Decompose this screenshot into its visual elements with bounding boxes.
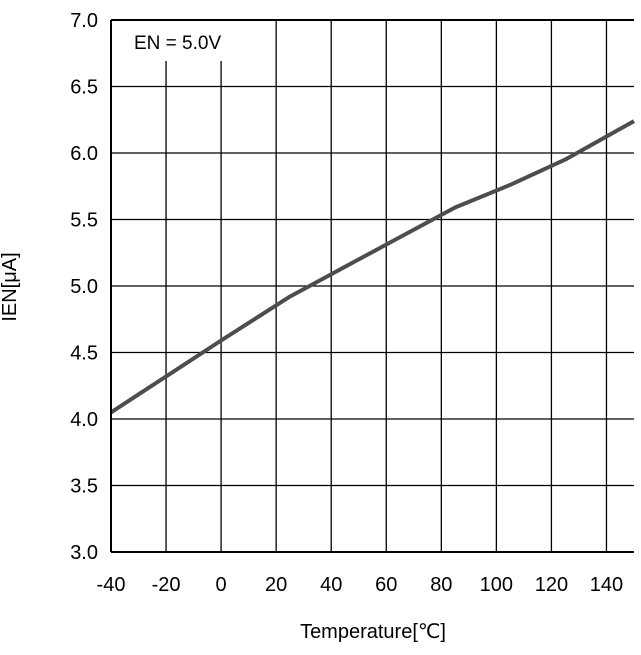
y-tick-label: 6.0 [70,143,98,165]
y-tick-label: 5.0 [70,276,98,298]
x-tick-label: 40 [320,574,342,596]
series-lines [109,119,635,415]
x-axis-label: Temperature[℃] [300,621,446,643]
y-tick-label: 3.5 [70,476,98,498]
annotation-background [113,21,260,61]
y-axis-label: IEN[μA] [0,252,21,321]
y-tick-label: 7.0 [70,10,98,32]
x-tick-label: 100 [480,574,513,596]
x-tick-label: 80 [430,574,452,596]
x-tick-label: 120 [535,574,568,596]
y-tick-label: 4.0 [70,409,98,431]
x-tick-label: 0 [216,574,227,596]
x-tick-label: -20 [152,574,181,596]
gridlines [111,20,634,552]
y-tick-label: 4.5 [70,343,98,365]
series-line [109,119,635,415]
x-tick-label: 60 [375,574,397,596]
x-tick-label: 20 [265,574,287,596]
y-tick-label: 6.5 [70,77,98,99]
plot-frame [110,19,634,553]
y-tick-labels: 3.0 3.5 4.0 4.5 5.0 5.5 6.0 6.5 7.0 [70,10,98,564]
annotation-box: EN = 5.0V [113,21,260,61]
x-tick-label: 140 [590,574,623,596]
annotation-label: EN = 5.0V [134,33,221,54]
y-tick-label: 3.0 [70,542,98,564]
x-tick-label: -40 [97,574,126,596]
x-tick-labels: -40 -20 0 20 40 60 80 100 120 140 [97,574,624,596]
y-tick-label: 5.5 [70,210,98,232]
